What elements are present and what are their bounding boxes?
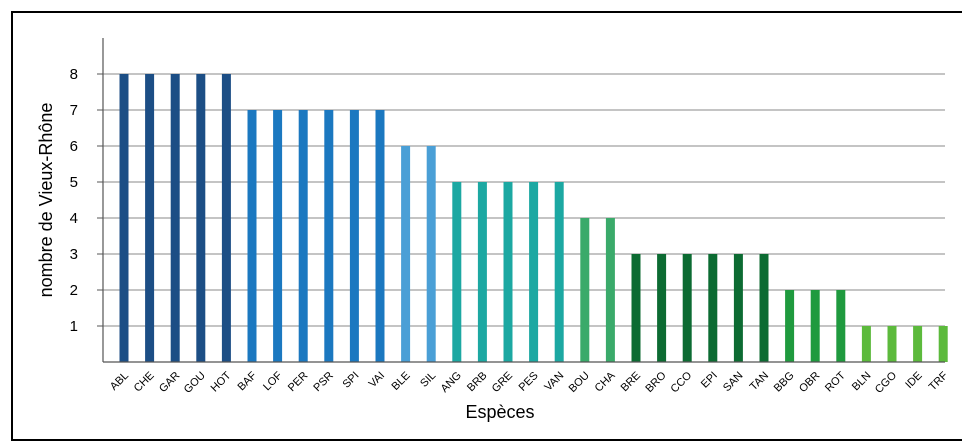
bar-epi bbox=[708, 254, 718, 362]
x-tick-label: SIL bbox=[418, 370, 438, 390]
bar-cgo bbox=[887, 326, 897, 362]
y-tick-label: 3 bbox=[70, 246, 78, 263]
y-tick-label: 1 bbox=[70, 318, 78, 335]
bar-pes bbox=[529, 182, 539, 362]
bar-spi bbox=[349, 110, 359, 362]
bar-bro bbox=[657, 254, 667, 362]
bar-bou bbox=[580, 218, 590, 362]
x-tick-label: PES bbox=[517, 370, 541, 394]
x-tick-label: SPI bbox=[340, 370, 361, 391]
x-tick-label: BLN bbox=[850, 370, 874, 394]
bar-lof bbox=[273, 110, 283, 362]
x-tick-label: BRO bbox=[643, 369, 669, 395]
x-tick-label: BRE bbox=[619, 370, 643, 394]
x-tick-label: PSR bbox=[311, 370, 336, 395]
y-tick-label: 4 bbox=[70, 210, 78, 227]
x-tick-label: EPI bbox=[699, 370, 720, 391]
bar-van bbox=[554, 182, 564, 362]
x-tick-label: ANG bbox=[439, 370, 464, 395]
x-tick-label: HOT bbox=[209, 369, 234, 394]
bar-rot bbox=[836, 290, 846, 362]
bar-gar bbox=[170, 74, 180, 362]
bar-obr bbox=[810, 290, 820, 362]
y-tick-label: 6 bbox=[70, 138, 78, 155]
bar-sil bbox=[426, 146, 436, 362]
x-tick-label: SAN bbox=[721, 370, 746, 395]
bar-bbg bbox=[785, 290, 795, 362]
x-tick-label: ABL bbox=[108, 370, 131, 393]
bar-bre bbox=[631, 254, 641, 362]
y-axis-title: nombre de Vieux-Rhône bbox=[36, 103, 56, 298]
bar-san bbox=[733, 254, 743, 362]
x-tick-label: PER bbox=[286, 370, 311, 395]
bar-per bbox=[298, 110, 308, 362]
x-axis-title: Espèces bbox=[465, 402, 534, 422]
bar-hot bbox=[221, 74, 231, 362]
bars bbox=[119, 74, 948, 362]
bar-gou bbox=[196, 74, 206, 362]
x-tick-label: LOF bbox=[261, 369, 285, 393]
x-tick-label: VAN bbox=[542, 370, 566, 394]
bar-chart: 1 2 3 4 5 6 7 8 ABL CHE GAR GOU HOT BAF LOF PER PSR SPI V… bbox=[36, 38, 951, 422]
x-tick-labels: ABL CHE GAR GOU HOT BAF LOF PER PSR SPI VAI BLE SIL A… bbox=[108, 369, 951, 396]
bar-tan bbox=[759, 254, 769, 362]
chart-frame: 1 2 3 4 5 6 7 8 ABL CHE GAR GOU HOT BAF LOF PER PSR SPI V… bbox=[11, 11, 962, 441]
bar-che bbox=[145, 74, 155, 362]
x-tick-label: BBG bbox=[772, 370, 797, 395]
bar-abl bbox=[119, 74, 129, 362]
x-tick-label: IDE bbox=[903, 370, 924, 391]
x-tick-label: VAI bbox=[367, 370, 387, 390]
x-tick-label: GRE bbox=[490, 370, 515, 395]
bar-ide bbox=[913, 326, 923, 362]
y-tick-label: 7 bbox=[70, 102, 78, 119]
x-tick-label: GOU bbox=[182, 370, 208, 396]
bar-baf bbox=[247, 110, 257, 362]
x-tick-label: OBR bbox=[797, 370, 822, 395]
x-tick-label: CGO bbox=[873, 369, 900, 396]
x-tick-label: ROT bbox=[823, 369, 848, 394]
y-tick-label: 2 bbox=[70, 282, 78, 299]
x-tick-label: CCO bbox=[669, 369, 695, 395]
x-tick-label: GAR bbox=[157, 370, 182, 395]
x-tick-label: TAN bbox=[748, 370, 772, 394]
gridlines bbox=[97, 73, 945, 327]
bar-bln bbox=[861, 326, 871, 362]
x-tick-label: BRB bbox=[465, 370, 489, 394]
x-tick-label: BOU bbox=[567, 370, 592, 395]
bar-ang bbox=[452, 182, 462, 362]
bar-vai bbox=[375, 110, 385, 362]
bar-cha bbox=[605, 218, 615, 362]
x-tick-label: CHA bbox=[593, 369, 618, 394]
bar-psr bbox=[324, 110, 334, 362]
bar-ble bbox=[401, 146, 411, 362]
bar-brb bbox=[477, 182, 487, 362]
bar-trf bbox=[938, 326, 948, 362]
x-tick-label: BLE bbox=[390, 370, 413, 393]
y-tick-labels: 1 2 3 4 5 6 7 8 bbox=[70, 66, 78, 335]
bar-cco bbox=[682, 254, 692, 362]
x-tick-label: TRF bbox=[927, 369, 951, 393]
y-tick-label: 8 bbox=[70, 66, 78, 83]
bar-gre bbox=[503, 182, 513, 362]
x-tick-label: CHE bbox=[132, 370, 157, 395]
x-tick-label: BAF bbox=[235, 369, 259, 393]
y-tick-label: 5 bbox=[70, 174, 78, 191]
